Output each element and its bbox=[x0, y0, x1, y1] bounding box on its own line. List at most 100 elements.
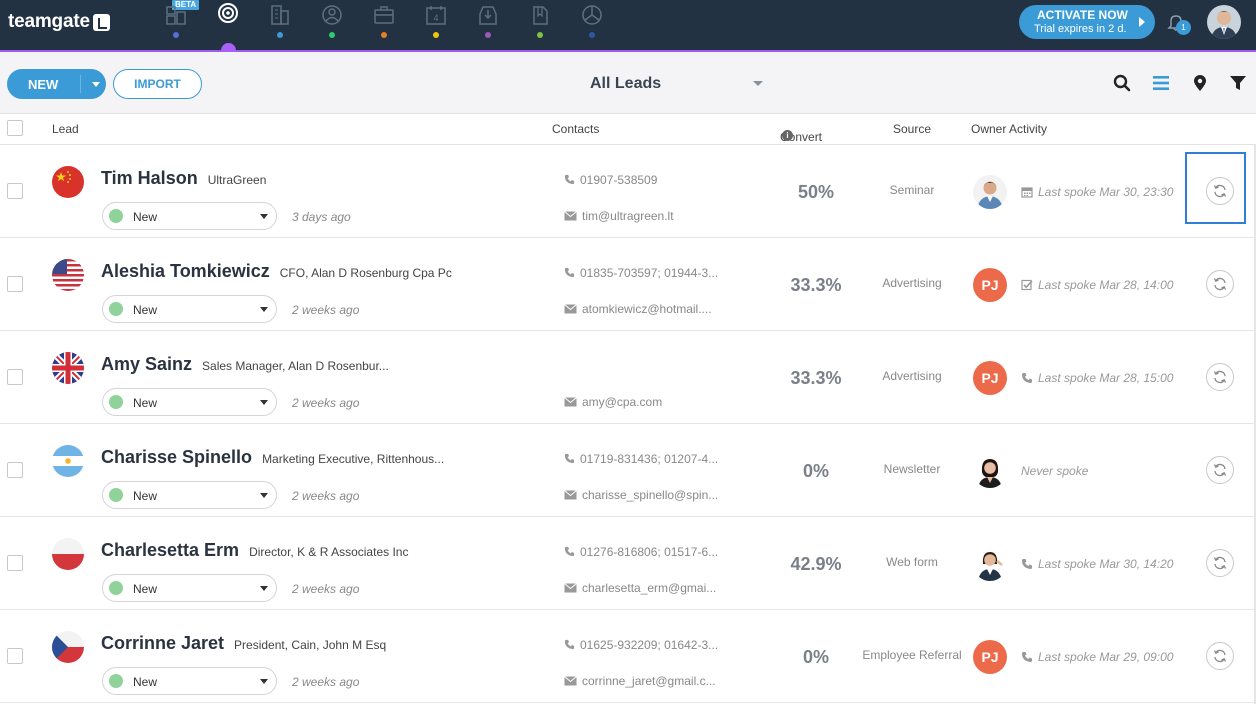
deals-briefcase-icon[interactable] bbox=[373, 4, 395, 26]
row-checkbox[interactable] bbox=[7, 369, 23, 385]
lead-name[interactable]: Corrinne Jaret bbox=[101, 633, 225, 653]
activity-text: Last spoke Mar 29, 09:00 bbox=[1038, 650, 1174, 664]
filter-funnel-icon[interactable] bbox=[1229, 74, 1247, 92]
calendar-icon bbox=[1021, 186, 1033, 201]
info-icon[interactable]: i bbox=[782, 130, 793, 141]
row-checkbox[interactable] bbox=[7, 183, 23, 199]
lead-email[interactable]: amy@cpa.com bbox=[564, 395, 662, 409]
owner-avatar[interactable]: PJ bbox=[973, 361, 1007, 395]
calendar-icon[interactable]: 4 bbox=[425, 4, 447, 26]
lead-status-select[interactable]: New bbox=[102, 388, 277, 416]
select-all-checkbox[interactable] bbox=[7, 120, 23, 136]
lead-phone[interactable]: 01835-703597; 01944-3... bbox=[564, 266, 718, 280]
status-label: New bbox=[133, 396, 158, 410]
chevron-down-icon bbox=[260, 493, 268, 498]
created-ago: 2 weeks ago bbox=[292, 396, 360, 410]
owner-avatar[interactable]: PJ bbox=[973, 640, 1007, 674]
owner-avatar[interactable] bbox=[973, 175, 1007, 209]
lead-row[interactable]: Charlesetta Erm Director, K & R Associate… bbox=[0, 517, 1256, 610]
leads-target-icon[interactable] bbox=[217, 2, 239, 24]
lead-phone[interactable]: 01625-932209; 01642-3... bbox=[564, 638, 718, 652]
lead-email[interactable]: charlesetta_erm@gmai... bbox=[564, 581, 716, 595]
inbox-icon[interactable] bbox=[477, 4, 499, 26]
status-dot bbox=[109, 674, 123, 688]
convert-percent: 0% bbox=[802, 647, 829, 667]
companies-building-icon[interactable] bbox=[269, 4, 291, 26]
column-header-contacts[interactable]: Contacts bbox=[552, 122, 600, 136]
new-lead-button[interactable]: NEW bbox=[7, 69, 106, 99]
column-header-source[interactable]: Source bbox=[893, 122, 932, 136]
chevron-down-icon[interactable] bbox=[92, 82, 100, 87]
lead-row[interactable]: Corrinne Jaret President, Cain, John M Es… bbox=[0, 610, 1256, 703]
logo-hand-icon bbox=[92, 13, 110, 31]
lead-name-line: Aleshia Tomkiewicz CFO, Alan D Rosenburg … bbox=[101, 261, 452, 282]
activate-now-button[interactable]: ACTIVATE NOW Trial expires in 2 d. bbox=[1019, 5, 1155, 39]
last-activity: Last spoke Mar 28, 15:00 bbox=[1021, 371, 1173, 387]
lead-phone[interactable]: 01719-831436; 01207-4... bbox=[564, 452, 718, 466]
lead-name[interactable]: Charlesetta Erm bbox=[101, 540, 240, 560]
lead-status-select[interactable]: New bbox=[102, 574, 277, 602]
envelope-icon bbox=[564, 211, 577, 221]
lead-phone[interactable]: 01276-816806; 01517-6... bbox=[564, 545, 718, 559]
nav-dot-dashboard bbox=[173, 32, 179, 38]
lead-row[interactable]: Amy Sainz Sales Manager, Alan D Rosenbur.… bbox=[0, 331, 1256, 424]
lead-status-select[interactable]: New bbox=[102, 202, 277, 230]
sync-icon[interactable] bbox=[1206, 177, 1234, 205]
lead-email[interactable]: tim@ultragreen.lt bbox=[564, 209, 674, 223]
owner-avatar[interactable] bbox=[973, 547, 1007, 581]
sync-icon[interactable] bbox=[1206, 270, 1234, 298]
view-dropdown-chevron-icon[interactable] bbox=[753, 81, 763, 86]
sync-icon[interactable] bbox=[1206, 363, 1234, 391]
task-check-icon bbox=[1021, 279, 1033, 294]
sync-icon[interactable] bbox=[1206, 549, 1234, 577]
lead-name-line: Amy Sainz Sales Manager, Alan D Rosenbur.… bbox=[101, 354, 389, 375]
row-checkbox[interactable] bbox=[7, 276, 23, 292]
beta-badge: BETA bbox=[172, 0, 200, 10]
dashboard-icon[interactable] bbox=[165, 4, 187, 26]
lead-name[interactable]: Aleshia Tomkiewicz bbox=[101, 261, 270, 281]
owner-avatar[interactable] bbox=[973, 454, 1007, 488]
reports-pie-icon[interactable] bbox=[581, 4, 603, 26]
row-checkbox[interactable] bbox=[7, 555, 23, 571]
documents-icon[interactable] bbox=[529, 4, 551, 26]
lead-row[interactable]: Aleshia Tomkiewicz CFO, Alan D Rosenburg … bbox=[0, 238, 1256, 331]
sync-icon[interactable] bbox=[1206, 456, 1234, 484]
row-checkbox[interactable] bbox=[7, 648, 23, 664]
contacts-person-icon[interactable] bbox=[321, 4, 343, 26]
search-icon[interactable] bbox=[1113, 74, 1131, 92]
lead-row[interactable]: Tim Halson UltraGreen New 3 days ago 0190… bbox=[0, 145, 1256, 238]
lead-status-select[interactable]: New bbox=[102, 295, 277, 323]
import-button[interactable]: IMPORT bbox=[113, 69, 202, 99]
owner-avatar[interactable]: PJ bbox=[973, 268, 1007, 302]
lead-status-select[interactable]: New bbox=[102, 481, 277, 509]
status-label: New bbox=[133, 303, 158, 317]
lead-source: Web form bbox=[886, 555, 938, 569]
row-checkbox[interactable] bbox=[7, 462, 23, 478]
lead-email[interactable]: charisse_spinello@spin... bbox=[564, 488, 718, 502]
activity-text: Last spoke Mar 28, 15:00 bbox=[1038, 371, 1174, 385]
lead-email[interactable]: corrinne_jaret@gmail.c... bbox=[564, 674, 716, 688]
lead-name[interactable]: Charisse Spinello bbox=[101, 447, 253, 467]
chevron-right-icon bbox=[1139, 17, 1145, 27]
sync-icon[interactable] bbox=[1206, 642, 1234, 670]
phone-text: 01907-538509 bbox=[580, 173, 658, 187]
lead-name[interactable]: Amy Sainz bbox=[101, 354, 193, 374]
lead-status-select[interactable]: New bbox=[102, 667, 277, 695]
lead-email[interactable]: atomkiewicz@hotmail.... bbox=[564, 302, 712, 316]
last-activity: Never spoke bbox=[1021, 464, 1088, 478]
lead-name[interactable]: Tim Halson bbox=[101, 168, 198, 188]
envelope-icon bbox=[564, 676, 577, 686]
teamgate-logo[interactable]: teamgate bbox=[8, 11, 110, 33]
column-header-lead[interactable]: Lead bbox=[52, 122, 79, 136]
lead-title: UltraGreen bbox=[207, 173, 267, 187]
map-pin-icon[interactable] bbox=[1191, 74, 1209, 92]
list-view-icon[interactable] bbox=[1152, 74, 1170, 92]
chevron-down-icon bbox=[260, 307, 268, 312]
view-selector[interactable]: All Leads bbox=[590, 75, 662, 92]
convert-percent: 33.3% bbox=[790, 275, 842, 295]
user-avatar[interactable] bbox=[1207, 5, 1241, 39]
lead-phone[interactable]: 01907-538509 bbox=[564, 173, 657, 187]
convert-percent: 42.9% bbox=[790, 554, 842, 574]
column-header-owner-activity[interactable]: Owner Activity bbox=[971, 122, 1048, 136]
lead-row[interactable]: Charisse Spinello Marketing Executive, Ri… bbox=[0, 424, 1256, 517]
